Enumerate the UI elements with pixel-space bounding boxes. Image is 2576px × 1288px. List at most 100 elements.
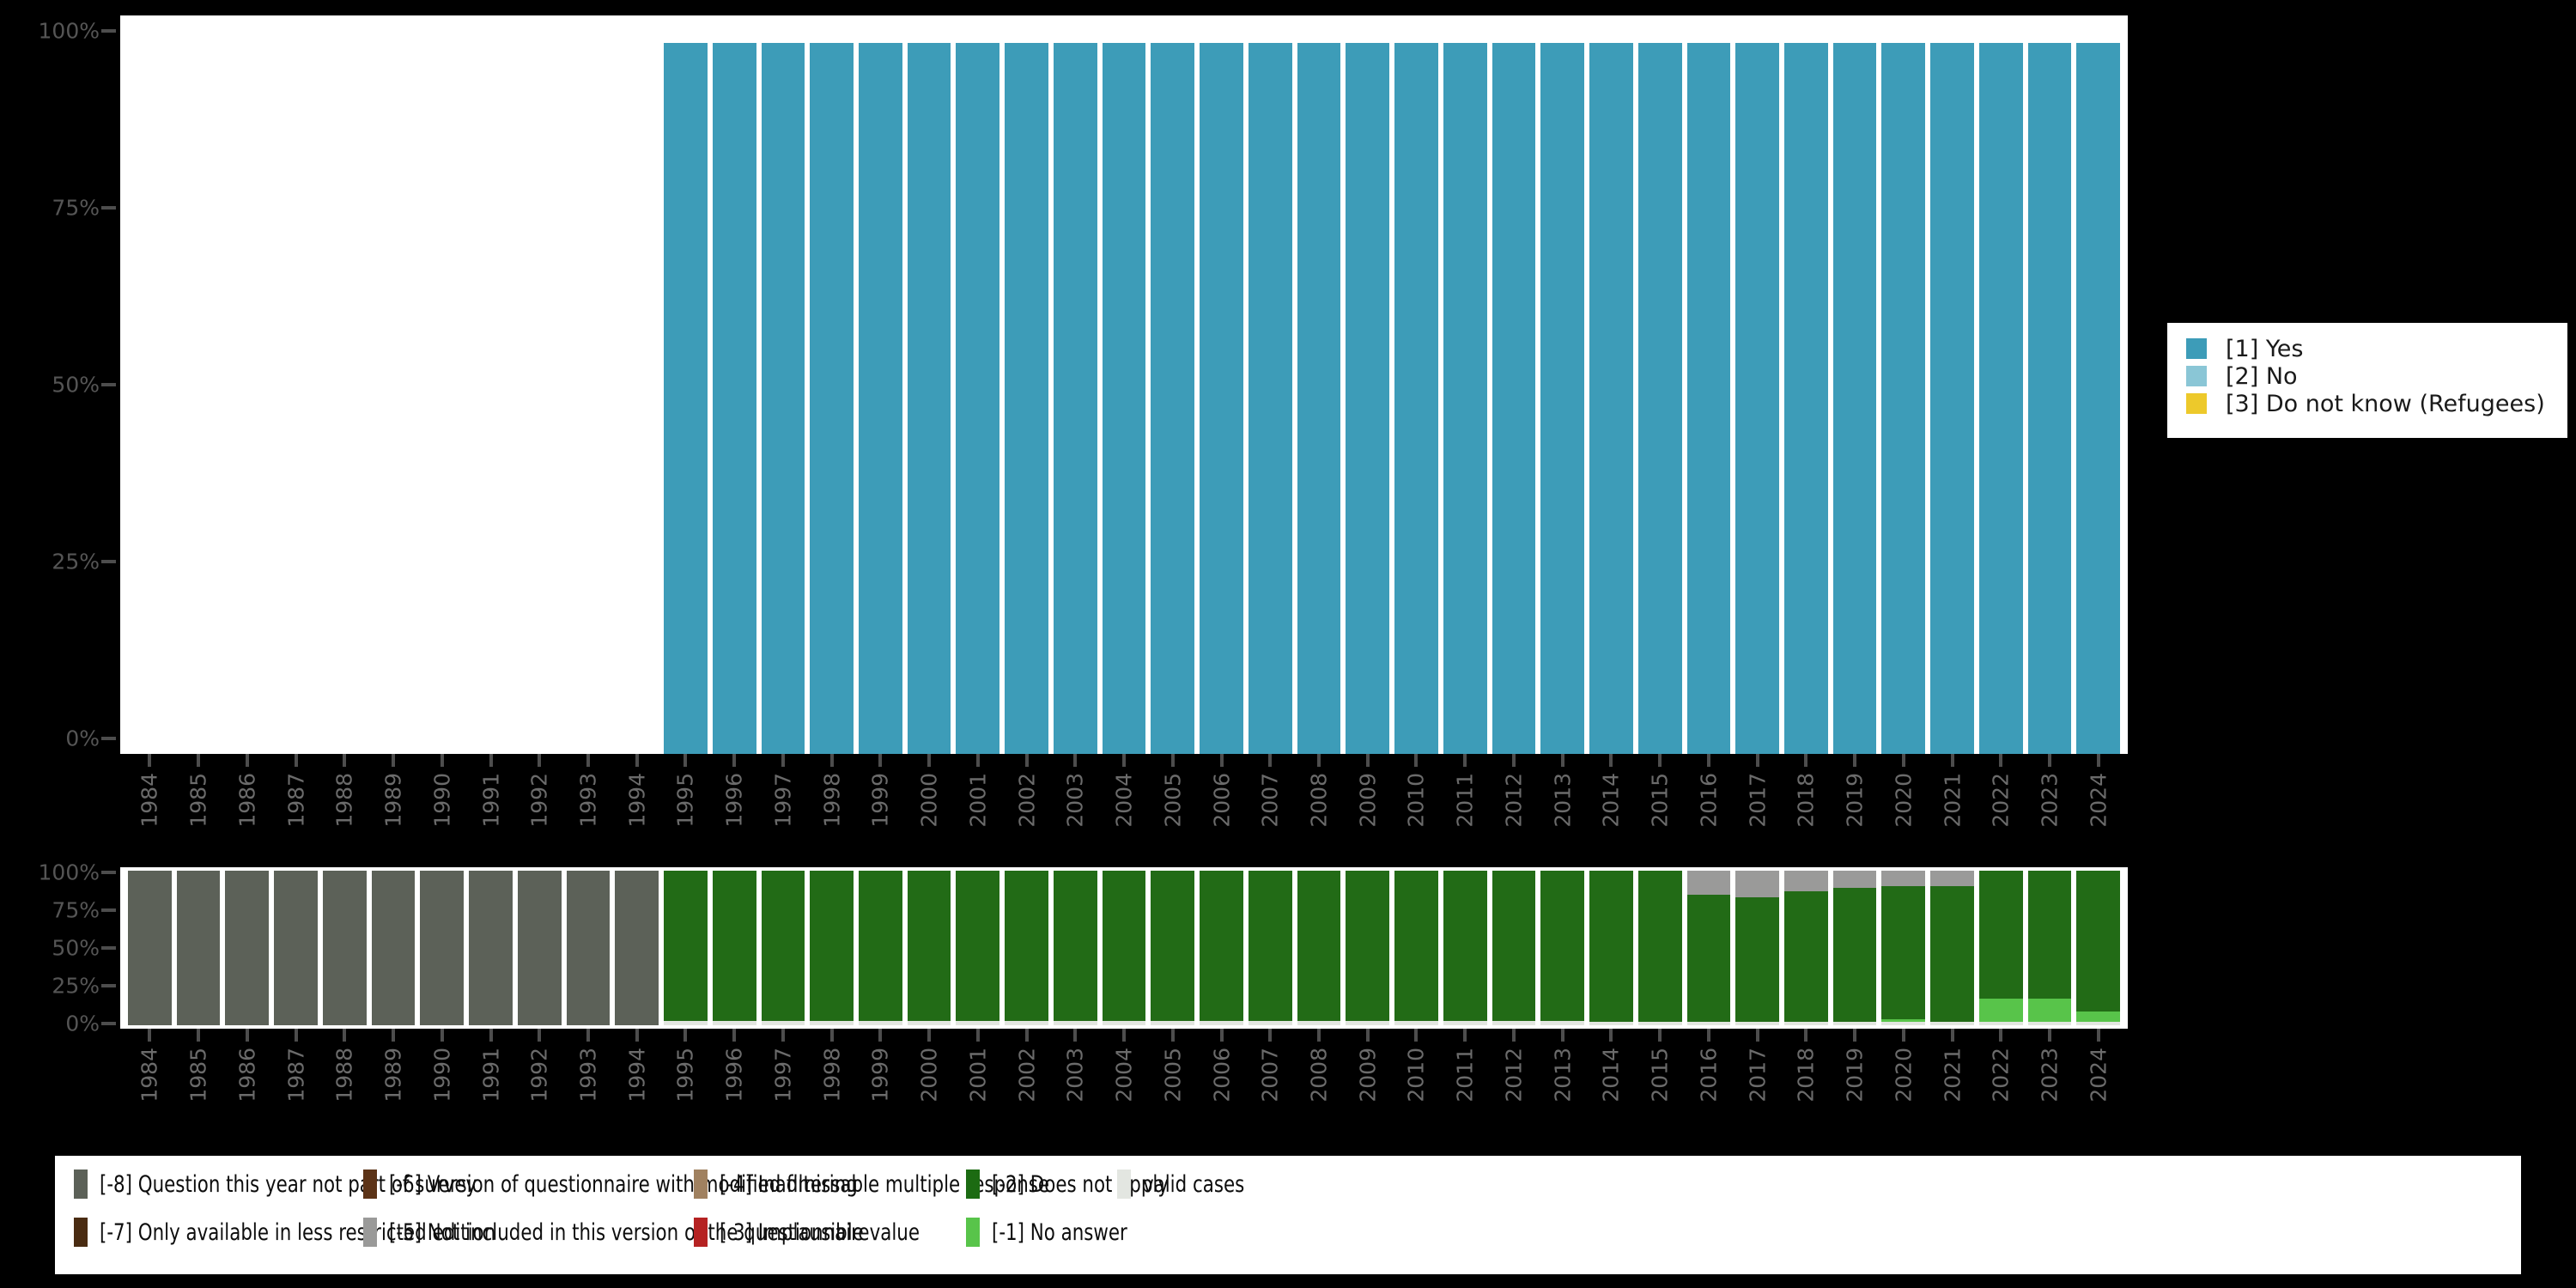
- x-axis-cell: 2021: [1930, 1029, 1974, 1140]
- bar-segment: [1053, 42, 1097, 754]
- top-bar-2011: [1443, 15, 1487, 754]
- x-axis-tick-mark: [1073, 754, 1078, 767]
- x-axis-tick-mark: [1463, 1029, 1467, 1042]
- x-axis-tick-mark: [1024, 1029, 1029, 1042]
- top-bar-1991: [469, 15, 513, 754]
- top-bar-2015: [1637, 15, 1682, 754]
- bar-segment: [176, 871, 221, 1025]
- x-axis-cell: 2020: [1881, 1029, 1925, 1140]
- x-axis-tick-mark: [1658, 1029, 1662, 1042]
- bar-segment: [1686, 894, 1731, 1022]
- bar-segment: [1783, 42, 1828, 754]
- case-composition-legend: [-8] Question this year not part of surv…: [55, 1156, 2521, 1274]
- x-axis-cell: 1989: [372, 754, 416, 857]
- bottom-chart-bars: [120, 867, 2128, 1029]
- bar-segment: [1735, 896, 1779, 1022]
- top-bar-2016: [1686, 15, 1731, 754]
- x-axis-tick-label: 1993: [575, 773, 601, 828]
- x-axis-cell: 2014: [1589, 754, 1633, 857]
- x-axis-tick-label: 1998: [819, 1048, 845, 1103]
- top-bar-2005: [1151, 15, 1195, 754]
- x-axis-tick-mark: [1755, 1029, 1759, 1042]
- bar-segment: [2027, 1022, 2072, 1025]
- x-axis-tick-label: 2005: [1160, 1048, 1186, 1103]
- bottom-bar-1989: [371, 871, 416, 1025]
- x-axis-cell: 2011: [1443, 1029, 1487, 1140]
- x-axis-cell: 2015: [1638, 754, 1682, 857]
- x-axis-tick-mark: [1560, 754, 1564, 767]
- x-axis-tick-label: 2000: [916, 1048, 942, 1103]
- x-axis-cell: 2001: [956, 754, 999, 857]
- x-axis-cell: 2019: [1833, 1029, 1877, 1140]
- legend-swatch: [2186, 366, 2207, 386]
- x-axis-tick-mark: [1853, 754, 1857, 767]
- bar-segment: [1783, 891, 1828, 1022]
- bar-segment: [1978, 999, 2023, 1023]
- y-axis-tick-mark: [101, 908, 116, 912]
- bottom-bar-2000: [907, 871, 951, 1025]
- x-axis-tick-mark: [392, 754, 396, 767]
- x-axis-tick-label: 2011: [1452, 1048, 1478, 1103]
- x-axis-cell: 2014: [1589, 1029, 1633, 1140]
- bar-segment: [1881, 42, 1926, 754]
- x-axis-tick-label: 1985: [185, 1048, 211, 1103]
- bar-segment: [1978, 871, 2023, 999]
- top-bar-2013: [1540, 15, 1585, 754]
- bottom-bar-2016: [1686, 871, 1731, 1025]
- top-bar-1996: [712, 15, 756, 754]
- top-bar-2021: [1930, 15, 1974, 754]
- x-axis-cell: 2009: [1346, 1029, 1389, 1140]
- x-axis-tick-mark: [294, 754, 298, 767]
- x-axis-tick-label: 2014: [1598, 1048, 1624, 1103]
- x-axis-cell: 2005: [1151, 754, 1194, 857]
- legend-swatch: [2186, 338, 2207, 359]
- bar-segment: [1686, 42, 1731, 754]
- x-axis-cell: 2023: [2028, 754, 2072, 857]
- top-chart-bars: [120, 15, 2128, 754]
- response-distribution-chart: 100% 75% 50% 25% 0% 1984 1985 1986 1987 1988 1989…: [39, 15, 2128, 828]
- x-axis-tick-mark: [1950, 754, 1954, 767]
- x-axis-tick-label: 1992: [526, 1048, 552, 1103]
- bar-segment: [956, 871, 1000, 1021]
- x-axis-tick-mark: [878, 754, 883, 767]
- x-axis-cell: 2007: [1249, 1029, 1292, 1140]
- x-axis-tick-mark: [1901, 1029, 1905, 1042]
- bar-segment: [1200, 871, 1243, 1021]
- x-axis-tick-label: 2017: [1745, 1048, 1771, 1103]
- x-axis-tick-label: 2003: [1062, 773, 1088, 828]
- bar-segment: [1589, 871, 1633, 1022]
- bar-segment: [810, 1020, 854, 1025]
- bottom-bar-2018: [1783, 871, 1828, 1025]
- x-axis-cell: 2003: [1054, 1029, 1097, 1140]
- top-bar-2024: [2076, 15, 2121, 754]
- x-axis-tick-mark: [1365, 754, 1370, 767]
- bar-segment: [517, 871, 562, 1025]
- x-axis-tick-mark: [1511, 1029, 1516, 1042]
- bar-segment: [859, 1020, 902, 1025]
- x-axis-tick-mark: [1073, 1029, 1078, 1042]
- top-bar-2010: [1394, 15, 1438, 754]
- legend-label: [-2] Does not apply: [992, 1170, 1170, 1198]
- x-axis-cell: 1998: [810, 754, 854, 857]
- bar-segment: [956, 1020, 1000, 1025]
- bottom-bar-2013: [1540, 871, 1585, 1025]
- x-axis-tick-label: 2010: [1403, 1048, 1429, 1103]
- bar-segment: [1978, 42, 2023, 754]
- bar-segment: [1443, 1020, 1487, 1025]
- bar-segment: [1881, 885, 1926, 1019]
- bar-segment: [1346, 871, 1390, 1021]
- x-axis-tick-mark: [586, 1029, 590, 1042]
- x-axis-cell: 2013: [1540, 1029, 1584, 1140]
- x-axis-tick-label: 1988: [331, 773, 357, 828]
- top-chart-x-axis: 1984 1985 1986 1987 1988 1989 1990 1991 1992 1993…: [120, 754, 2128, 857]
- x-axis-tick-mark: [635, 1029, 639, 1042]
- x-axis-tick-mark: [1804, 754, 1808, 767]
- x-axis-tick-mark: [1999, 754, 2003, 767]
- x-axis-cell: 2004: [1103, 1029, 1146, 1140]
- x-axis-tick-label: 2023: [2037, 1048, 2063, 1103]
- bar-segment: [712, 871, 756, 1021]
- x-axis-cell: 1994: [615, 1029, 659, 1140]
- bar-segment: [1346, 42, 1390, 754]
- x-axis-tick-label: 1990: [429, 1048, 455, 1103]
- top-bar-2022: [1978, 15, 2023, 754]
